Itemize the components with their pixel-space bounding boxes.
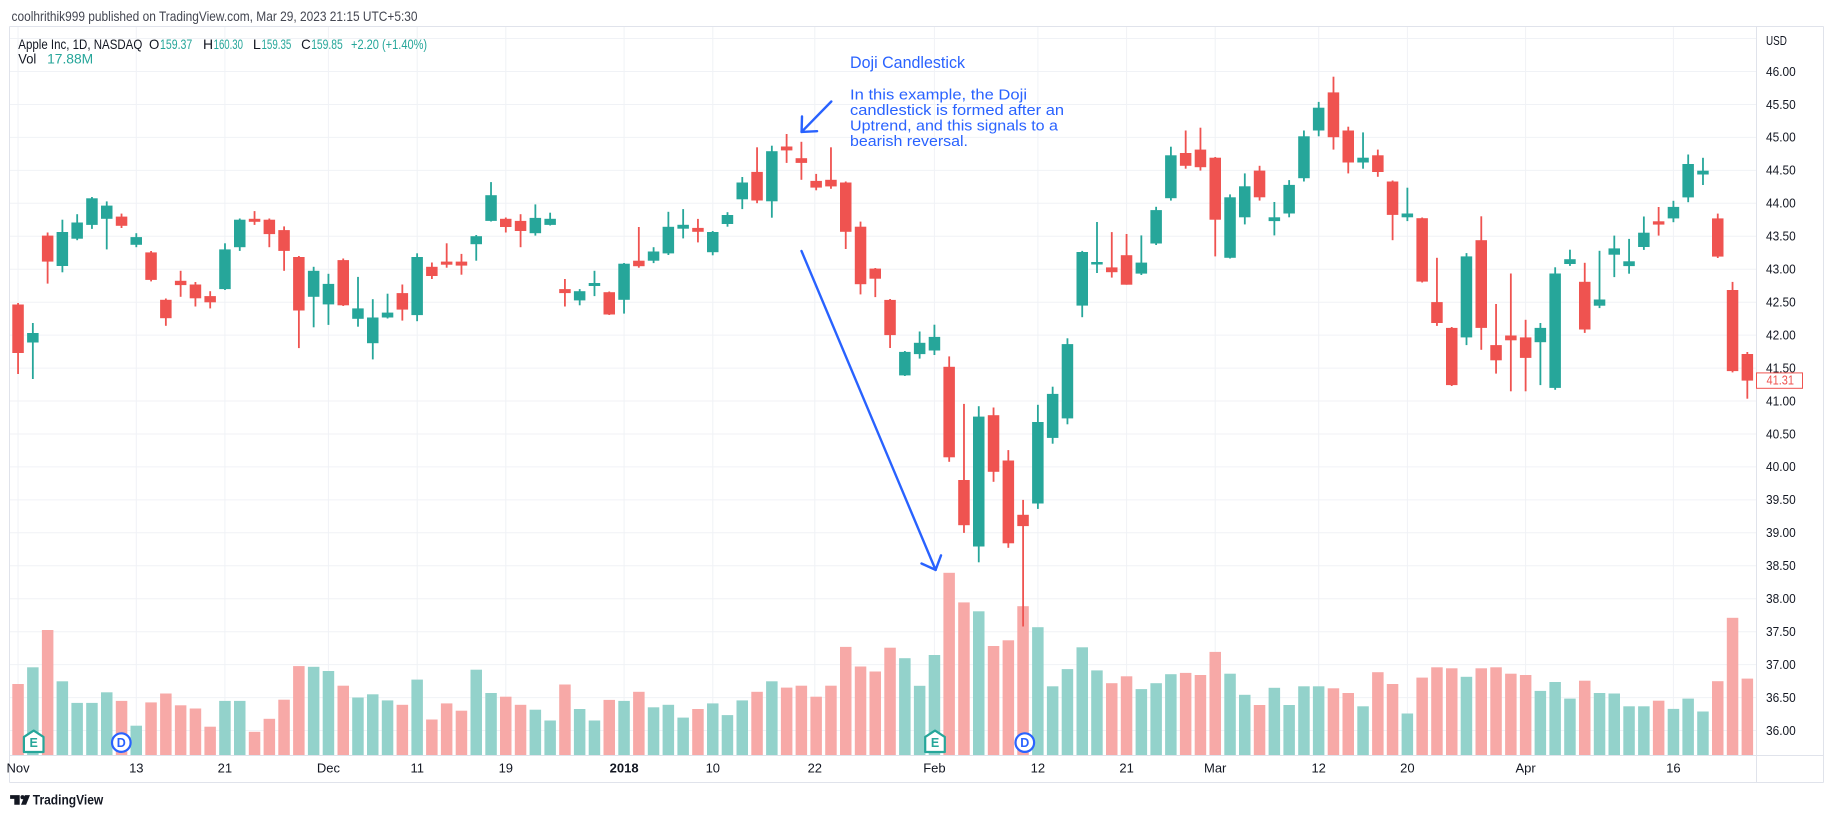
svg-text:42.00: 42.00 [1766,328,1796,342]
svg-text:bearish reversal.: bearish reversal. [850,133,968,150]
svg-text:44.50: 44.50 [1766,164,1796,178]
svg-text:O: O [149,36,159,52]
svg-text:Mar: Mar [1204,760,1227,775]
svg-text:46.00: 46.00 [1766,65,1796,79]
svg-text:45.00: 45.00 [1766,131,1796,145]
svg-text:candlestick is formed after an: candlestick is formed after an [850,102,1064,119]
svg-text:21: 21 [218,760,232,775]
svg-text:40.00: 40.00 [1766,460,1796,474]
svg-text:16: 16 [1666,760,1680,775]
svg-text:D: D [117,736,126,750]
svg-text:11: 11 [410,760,424,775]
svg-text:Vol: Vol [18,50,36,66]
svg-text:Feb: Feb [923,760,945,775]
svg-text:In this example, the Doji: In this example, the Doji [850,87,1027,104]
svg-text:coolhrithik999 published on Tr: coolhrithik999 published on TradingView.… [12,8,418,24]
svg-text:13: 13 [129,760,143,775]
svg-text:E: E [931,736,939,750]
svg-text:22: 22 [808,760,822,775]
svg-text:159.35: 159.35 [262,36,292,52]
svg-text:21: 21 [1119,760,1133,775]
svg-text:C: C [301,36,311,52]
svg-text:Apr: Apr [1515,760,1536,775]
svg-text:12: 12 [1311,760,1325,775]
svg-text:Dec: Dec [317,760,341,775]
svg-text:41.31: 41.31 [1767,374,1795,388]
svg-text:12: 12 [1031,760,1045,775]
svg-text:160.30: 160.30 [214,36,244,52]
svg-text:40.50: 40.50 [1766,427,1796,441]
svg-text:Apple Inc, 1D, NASDAQ: Apple Inc, 1D, NASDAQ [18,36,142,52]
svg-text:38.00: 38.00 [1766,592,1796,606]
svg-text:44.00: 44.00 [1766,197,1796,211]
svg-text:43.00: 43.00 [1766,263,1796,277]
svg-text:41.50: 41.50 [1766,361,1796,375]
svg-text:39.50: 39.50 [1766,493,1796,507]
svg-text:Doji Candlestick: Doji Candlestick [850,53,965,72]
svg-text:37.50: 37.50 [1766,625,1796,639]
svg-text:E: E [30,736,38,750]
svg-text:45.50: 45.50 [1766,98,1796,112]
svg-text:H: H [203,36,213,52]
svg-text:39.00: 39.00 [1766,526,1796,540]
svg-text:Nov: Nov [6,760,30,775]
svg-text:2018: 2018 [610,760,639,775]
svg-text:159.37: 159.37 [160,36,192,52]
svg-text:42.50: 42.50 [1766,296,1796,310]
svg-text:38.50: 38.50 [1766,559,1796,573]
svg-text:36.00: 36.00 [1766,724,1796,738]
svg-text:10: 10 [706,760,720,775]
svg-text:USD: USD [1766,34,1787,48]
svg-text:37.00: 37.00 [1766,658,1796,672]
svg-text:17.88M: 17.88M [47,50,93,66]
svg-text:19: 19 [499,760,513,775]
svg-text:41.00: 41.00 [1766,394,1796,408]
svg-text:TradingView: TradingView [33,793,104,809]
svg-text:D: D [1020,736,1029,750]
svg-text:L: L [253,36,261,52]
svg-text:20: 20 [1400,760,1414,775]
svg-text:159.85: 159.85 [311,36,343,52]
svg-text:43.50: 43.50 [1766,230,1796,244]
svg-text:+2.20 (+1.40%): +2.20 (+1.40%) [351,36,427,52]
svg-text:36.50: 36.50 [1766,691,1796,705]
svg-text:Uptrend, and this signals to a: Uptrend, and this signals to a [850,118,1059,135]
